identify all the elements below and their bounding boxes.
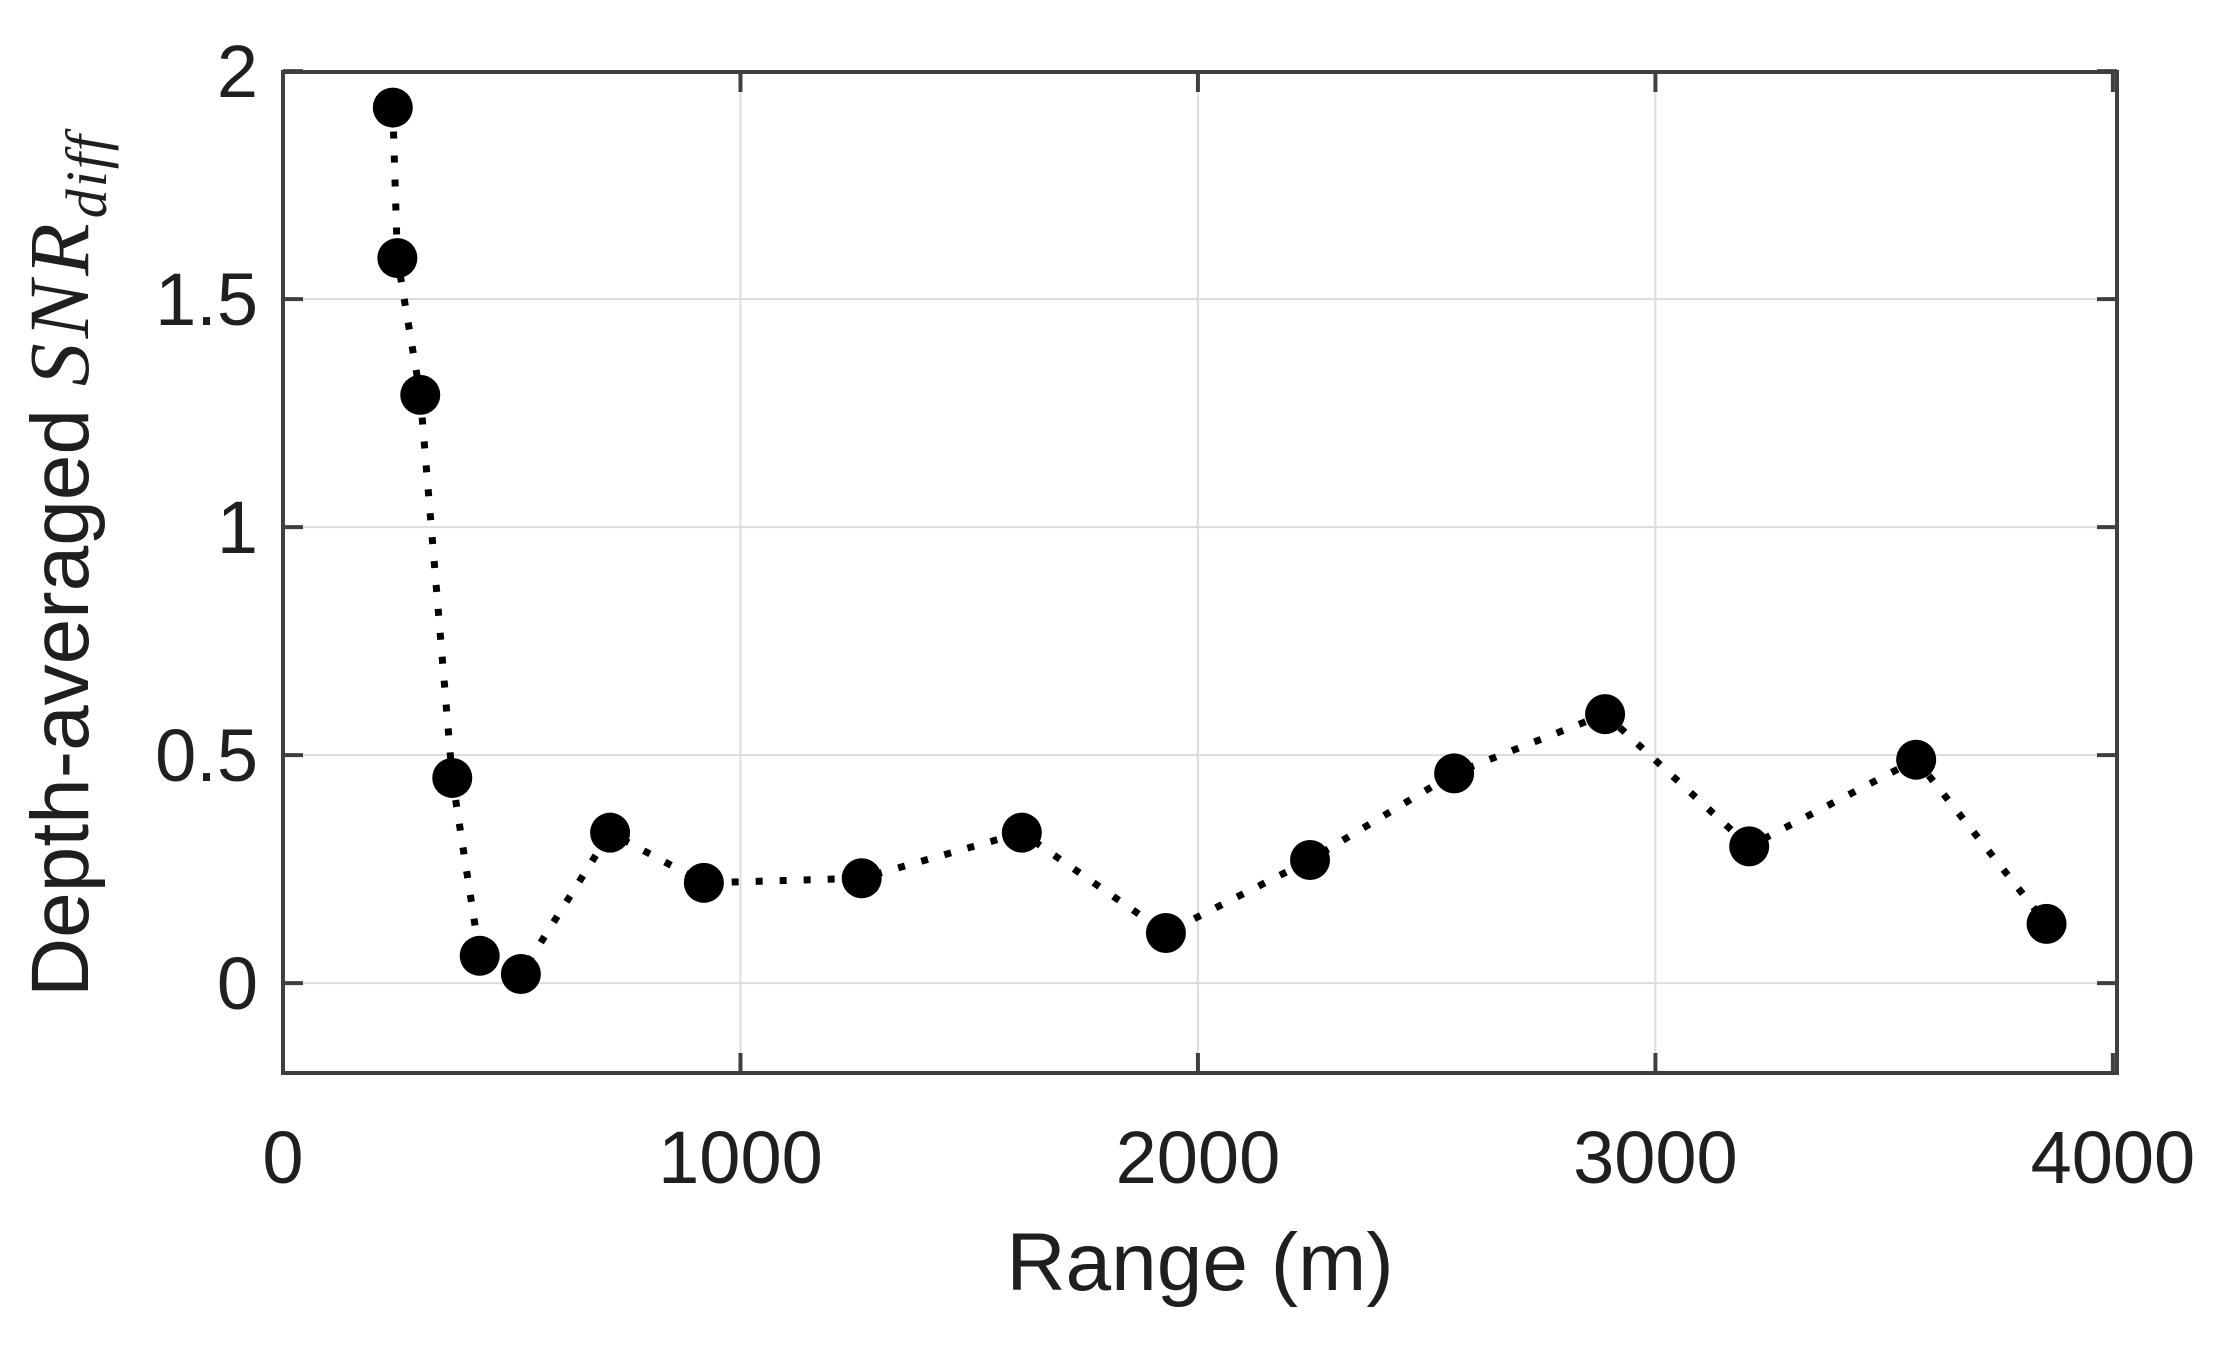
y-tick-label: 0.5 (155, 714, 258, 797)
x-tick-label: 0 (262, 1116, 303, 1199)
data-point-marker (1434, 753, 1475, 794)
data-point-marker (500, 954, 541, 995)
data-point-marker (372, 87, 413, 128)
data-point-marker (590, 812, 631, 853)
y-axis-label-math: SNR (11, 218, 107, 386)
data-point-marker (1585, 694, 1626, 735)
data-point-marker (1290, 840, 1331, 881)
data-point-marker (1729, 826, 1770, 867)
data-point-marker (1896, 739, 1937, 780)
plot-border (281, 70, 2119, 1075)
y-tick-label: 2 (217, 30, 258, 113)
data-point-marker (841, 858, 882, 899)
data-point-marker (377, 238, 418, 279)
data-layer (372, 87, 2067, 995)
x-axis-label: Range (m) (1006, 1217, 1393, 1308)
data-point-marker (683, 862, 724, 903)
grid-layer (283, 72, 2117, 1073)
data-point-marker (459, 935, 500, 976)
x-tick-label: 2000 (1116, 1116, 1281, 1199)
plot-frame (281, 70, 2119, 1075)
x-tick-label: 3000 (1573, 1116, 1738, 1199)
data-point-marker (1001, 812, 1042, 853)
y-axis-label: Depth-averaged SNRdiff (11, 128, 119, 997)
y-axis-label-subscript: diff (54, 128, 119, 218)
y-tick-label: 0 (217, 942, 258, 1025)
tick-layer (281, 69, 2117, 1073)
x-tick-label: 1000 (658, 1116, 823, 1199)
y-axis-label-prefix: Depth-averaged (15, 386, 106, 997)
data-point-marker (1145, 912, 1186, 953)
data-point-marker (432, 757, 473, 798)
x-tick-label: 4000 (2031, 1116, 2196, 1199)
tick-label-layer: 0 1000 2000 3000 4000 0 0.5 1 1.5 2 (155, 30, 2195, 1199)
y-tick-label: 1.5 (155, 258, 258, 341)
data-dotted-line (389, 107, 2050, 979)
data-point-marker (400, 374, 441, 415)
data-point-marker (2026, 903, 2067, 944)
y-tick-label: 1 (217, 486, 258, 569)
